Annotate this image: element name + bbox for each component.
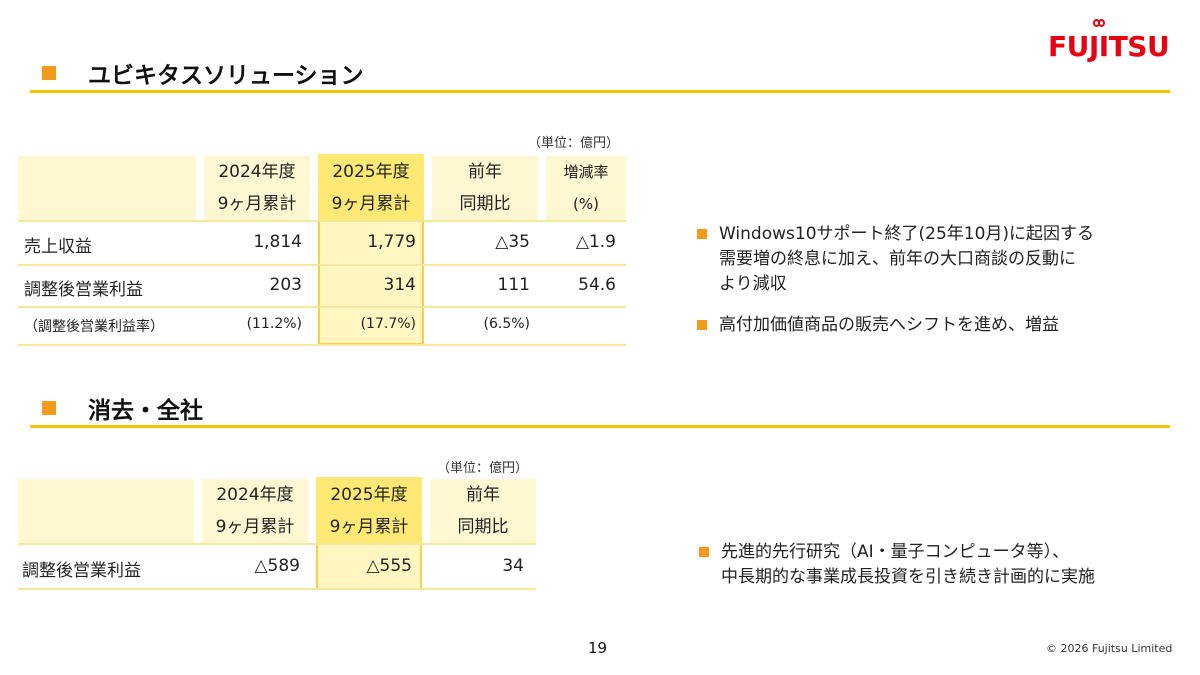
section1-bullet-1: Windows10サポート終了(25年10月)に起因する 需要増の終息に加え、前… (697, 222, 1167, 297)
bullet1-line1: Windows10サポート終了(25年10月)に起因する (719, 224, 1095, 244)
margin-2025: (17.7%) (360, 316, 416, 332)
bullet-square-icon (697, 320, 707, 330)
section2-unit: （単位：億円） (437, 461, 529, 476)
margin-2024: (11.2%) (246, 316, 302, 332)
revenue-2025: 1,779 (367, 232, 416, 252)
header-yoy-line1: 前年 (468, 162, 502, 182)
profit-yoy: 111 (497, 275, 530, 295)
header-bg-label (18, 156, 196, 220)
fujitsu-logo: FUJITSU (1048, 19, 1170, 63)
bullet3-line1: 先進的先行研究（AI・量子コンピュータ等）、 (721, 542, 1070, 562)
row-label-revenue: 売上収益 (24, 237, 92, 257)
header-2025-line2: 9ヶ月累計 (329, 517, 409, 537)
page-number: 19 (588, 639, 608, 657)
header-2025: 2025年度 9ヶ月累計 (316, 479, 422, 543)
elim-2024: △589 (254, 556, 300, 576)
margin-yoy: (6.5%) (483, 316, 531, 332)
row-label-adj-op-profit: 調整後営業利益 (24, 280, 143, 300)
row-line (18, 220, 626, 222)
row-line (18, 264, 626, 266)
bullet2-line1: 高付加価値商品の販売へシフトを進め、増益 (719, 315, 1059, 335)
logo-text: FUJITSU (1048, 30, 1170, 63)
header-2024-line2: 9ヶ月累計 (215, 517, 295, 537)
header-bg-col1 (204, 156, 310, 220)
row-label-adj-op-profit: 調整後営業利益 (22, 561, 141, 581)
header-rate: 増減率 (%) (546, 156, 626, 220)
header-yoy-line2: 同期比 (459, 194, 511, 214)
title-square-icon (42, 401, 56, 415)
profit-2024: 203 (269, 275, 302, 295)
bullet1-line2: 需要増の終息に加え、前年の大口商談の反動に (719, 249, 1076, 269)
header-2024: 2024年度 9ヶ月累計 (204, 156, 310, 220)
section1-unit: （単位：億円） (528, 136, 620, 151)
header-2024: 2024年度 9ヶ月累計 (202, 479, 308, 543)
bullet-square-icon (697, 229, 707, 239)
bullet1-line3: より減収 (719, 274, 787, 294)
section1-bullet-2: 高付加価値商品の販売へシフトを進め、増益 (697, 313, 1167, 338)
header-bg-col2-highlight (316, 477, 422, 543)
header-bg-col4 (546, 156, 626, 220)
section-title-ubiquitous: ユビキタスソリューション (42, 56, 364, 90)
elim-2025: △555 (366, 556, 412, 576)
section-title-elimination: 消去・全社 (42, 391, 203, 425)
elim-yoy: 34 (502, 556, 524, 576)
copyright: © 2026 Fujitsu Limited (1046, 642, 1173, 655)
header-yoy: 前年 同期比 (430, 479, 536, 543)
profit-rate: 54.6 (578, 275, 616, 295)
header-2025: 2025年度 9ヶ月累計 (318, 156, 424, 220)
row-line (18, 306, 626, 308)
row-label-margin: （調整後営業利益率） (24, 319, 164, 335)
header-yoy: 前年 同期比 (432, 156, 538, 220)
header-bg-col3 (432, 156, 538, 220)
section1-title-text: ユビキタスソリューション (88, 63, 364, 89)
header-rate-line1: 増減率 (563, 163, 609, 181)
header-2025-line1: 2025年度 (332, 162, 410, 182)
header-2025-line1: 2025年度 (330, 485, 408, 505)
section2-rule (30, 425, 1170, 428)
header-2025-line2: 9ヶ月累計 (331, 194, 411, 214)
title-square-icon (42, 66, 56, 80)
header-bg-col1 (202, 479, 308, 543)
header-yoy-line2: 同期比 (457, 517, 509, 537)
row-line (18, 588, 536, 590)
header-bg-col2-highlight (318, 154, 424, 220)
profit-2025: 314 (383, 275, 416, 295)
row-line (18, 344, 626, 346)
header-bg-label (18, 479, 194, 543)
revenue-yoy: △35 (495, 232, 530, 252)
header-2024-line2: 9ヶ月累計 (217, 194, 297, 214)
bullet3-line2: 中長期的な事業成長投資を引き続き計画的に実施 (721, 567, 1095, 587)
header-2024-line1: 2024年度 (216, 485, 294, 505)
section2-title-text: 消去・全社 (88, 398, 203, 424)
row-line (18, 543, 536, 545)
header-2024-line1: 2024年度 (218, 162, 296, 182)
header-rate-line2: (%) (573, 195, 599, 213)
header-yoy-line1: 前年 (466, 485, 500, 505)
revenue-rate: △1.9 (575, 232, 616, 252)
section1-rule (30, 90, 1170, 93)
header-bg-col3 (430, 479, 536, 543)
infinity-mark-icon (1092, 19, 1106, 27)
bullet-square-icon (699, 547, 709, 557)
section2-bullet-1: 先進的先行研究（AI・量子コンピュータ等）、 中長期的な事業成長投資を引き続き計… (699, 540, 1179, 590)
revenue-2024: 1,814 (253, 232, 302, 252)
